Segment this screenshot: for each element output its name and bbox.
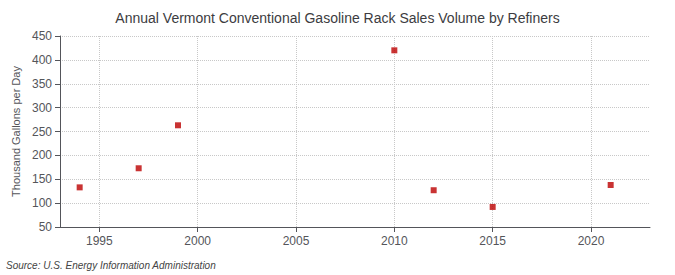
svg-text:200: 200 [32,148,52,162]
svg-text:150: 150 [32,172,52,186]
svg-text:250: 250 [32,125,52,139]
svg-text:1995: 1995 [86,234,113,248]
svg-text:350: 350 [32,77,52,91]
svg-text:450: 450 [32,29,52,43]
svg-text:2005: 2005 [283,234,310,248]
svg-text:2010: 2010 [381,234,408,248]
svg-text:Thousand Gallons per Day: Thousand Gallons per Day [10,66,22,197]
svg-text:Source: U.S. Energy Informatio: Source: U.S. Energy Information Administ… [6,260,216,271]
svg-text:Annual Vermont Conventional Ga: Annual Vermont Conventional Gasoline Rac… [115,10,559,26]
svg-text:100: 100 [32,196,52,210]
svg-text:2015: 2015 [479,234,506,248]
svg-text:300: 300 [32,101,52,115]
svg-text:400: 400 [32,53,52,67]
svg-text:50: 50 [39,220,53,234]
svg-text:2000: 2000 [184,234,211,248]
svg-text:2020: 2020 [578,234,605,248]
